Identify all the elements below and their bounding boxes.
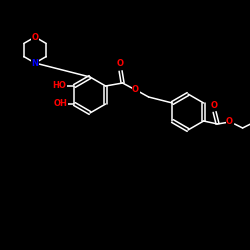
Text: O: O — [211, 100, 218, 110]
Text: O: O — [32, 32, 38, 42]
Text: O: O — [132, 86, 139, 94]
Text: HO: HO — [52, 82, 66, 90]
Text: O: O — [117, 60, 124, 68]
Text: N: N — [32, 58, 38, 68]
Text: O: O — [226, 118, 233, 126]
Text: OH: OH — [54, 100, 67, 108]
